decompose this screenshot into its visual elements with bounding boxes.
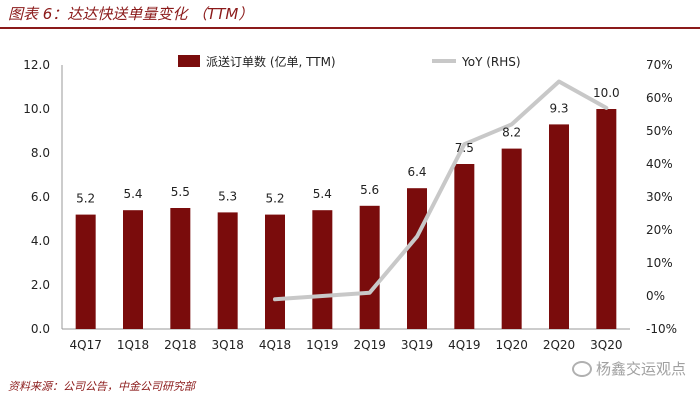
y-right-tick-label: 30% (646, 190, 673, 204)
x-tick-label: 3Q18 (211, 338, 243, 352)
data-label: 5.4 (123, 187, 142, 201)
watermark: 杨鑫交运观点 (571, 358, 686, 379)
data-label: 5.4 (313, 187, 332, 201)
data-label: 5.6 (360, 183, 379, 197)
y-left-tick-label: 4.0 (31, 234, 50, 248)
data-label: 8.2 (502, 126, 521, 140)
source-note: 资料来源：公司公告，中金公司研究部 (8, 380, 195, 393)
x-tick-label: 2Q19 (353, 338, 385, 352)
x-tick-label: 1Q19 (306, 338, 338, 352)
data-label: 5.2 (76, 192, 95, 206)
chart-title: 图表 6：达达快送单量变化 （TTM） (8, 5, 254, 23)
data-label: 9.3 (549, 101, 568, 115)
yoy-line (273, 79, 609, 302)
x-tick-label: 4Q17 (69, 338, 101, 352)
data-label: 7.5 (455, 141, 474, 155)
wechat-icon (571, 360, 592, 377)
bar (217, 212, 238, 329)
bar (549, 124, 569, 330)
bar (501, 148, 522, 329)
y-right-tick-label: 0% (646, 289, 665, 303)
x-tick-label: 2Q20 (543, 338, 575, 352)
y-right-tick-label: 60% (646, 91, 673, 105)
chart: 0.0 2.0 4.0 6.0 8.0 10.0 12.0 -10% 0% 10% 20% 30% 40… (23, 54, 677, 352)
bar (265, 214, 285, 329)
x-tick-label: 3Q19 (401, 338, 433, 352)
x-tick-label: 3Q20 (590, 338, 622, 352)
x-tick-label: 4Q19 (448, 338, 480, 352)
y-left-tick-label: 2.0 (31, 278, 50, 292)
bar (596, 109, 617, 329)
legend-label-bars: 派送订单数 (亿单, TTM) (206, 54, 336, 69)
bar (170, 208, 191, 329)
y-right-tick-label: 40% (646, 157, 673, 171)
legend-swatch-bars (178, 55, 200, 67)
bar (75, 214, 96, 329)
y-right-tick-label: 20% (646, 223, 673, 237)
data-label: 5.2 (265, 192, 284, 206)
bar (312, 210, 333, 329)
data-label: 5.3 (218, 189, 237, 203)
data-label: 5.5 (171, 185, 190, 199)
y-right-tick-label: -10% (646, 322, 677, 336)
y-left-tick-label: 8.0 (31, 146, 50, 160)
data-label: 10.0 (593, 86, 620, 100)
bar (123, 210, 143, 329)
x-tick-label: 2Q18 (164, 338, 196, 352)
title-divider (0, 27, 700, 29)
y-right-tick-label: 10% (646, 256, 673, 270)
y-left-tick-label: 10.0 (23, 102, 50, 116)
y-left-tick-label: 6.0 (31, 190, 50, 204)
x-tick-label: 1Q18 (117, 338, 149, 352)
x-tick-label: 1Q20 (495, 338, 527, 352)
x-tick-label: 4Q18 (259, 338, 291, 352)
y-right-tick-label: 50% (646, 124, 673, 138)
legend-label-yoy: YoY (RHS) (461, 55, 521, 69)
y-right-tick-label: 70% (646, 58, 673, 72)
bar (454, 164, 475, 329)
watermark-text: 杨鑫交运观点 (595, 360, 686, 378)
bar (359, 205, 380, 329)
y-left-tick-label: 12.0 (23, 58, 50, 72)
y-left-tick-label: 0.0 (31, 322, 50, 336)
bar (407, 188, 427, 329)
data-label: 6.4 (407, 165, 426, 179)
